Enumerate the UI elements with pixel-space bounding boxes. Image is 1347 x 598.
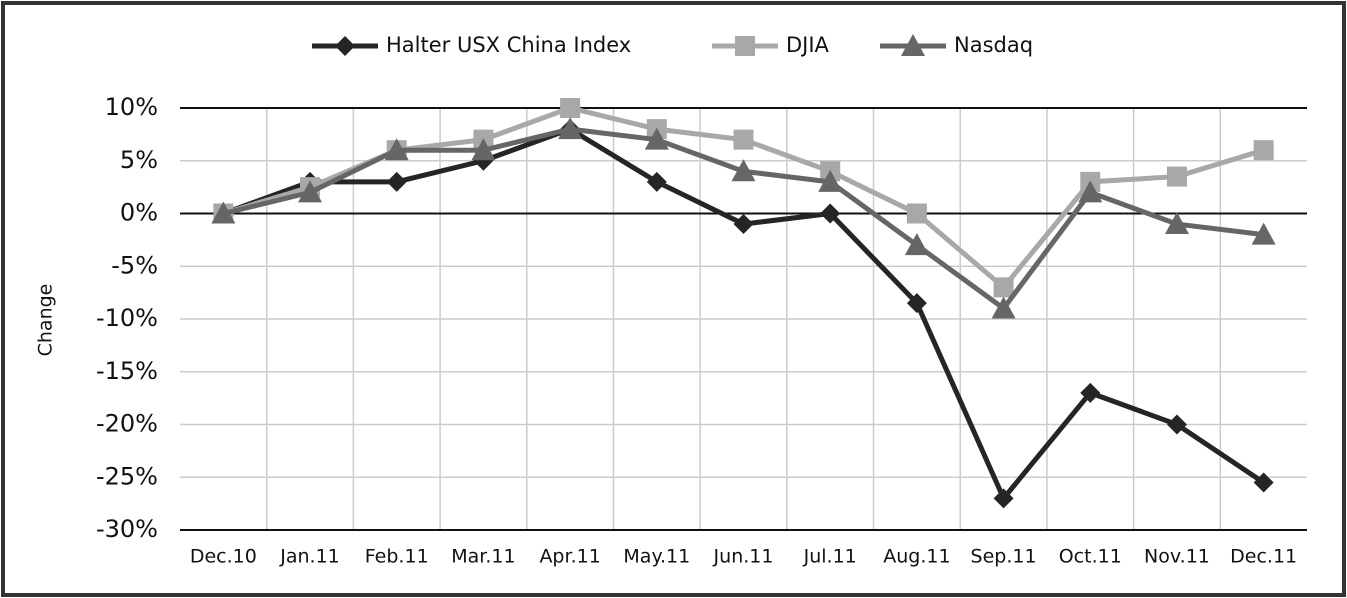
data-point bbox=[731, 159, 756, 182]
x-tick-label: Jan.11 bbox=[279, 546, 340, 568]
data-point bbox=[993, 488, 1014, 509]
legend-marker bbox=[335, 36, 355, 56]
legend-label: Nasdaq bbox=[954, 33, 1033, 57]
x-tick-label: Oct.11 bbox=[1059, 546, 1122, 568]
x-tick-label: Nov.11 bbox=[1144, 546, 1210, 568]
y-tick-label: -10% bbox=[96, 304, 158, 332]
y-tick-label: -20% bbox=[96, 410, 158, 438]
y-tick-label: -15% bbox=[96, 357, 158, 385]
data-point bbox=[818, 169, 843, 192]
x-tick-label: Apr.11 bbox=[539, 546, 600, 568]
x-tick-label: Feb.11 bbox=[365, 546, 429, 568]
x-tick-label: Aug.11 bbox=[883, 546, 950, 568]
y-tick-label: 5% bbox=[120, 146, 158, 174]
data-point bbox=[733, 129, 754, 150]
data-point bbox=[906, 293, 927, 314]
data-point bbox=[1080, 382, 1101, 403]
data-point bbox=[1164, 212, 1189, 235]
x-tick-label: Dec.10 bbox=[190, 546, 257, 568]
data-point bbox=[733, 214, 754, 235]
data-point bbox=[386, 171, 407, 192]
data-point bbox=[993, 277, 1014, 298]
legend-marker bbox=[901, 34, 925, 56]
data-point bbox=[560, 98, 581, 118]
data-point bbox=[1166, 166, 1187, 187]
y-tick-label: 10% bbox=[105, 93, 158, 121]
data-point bbox=[384, 138, 409, 161]
data-point bbox=[1253, 472, 1274, 493]
x-tick-label: Dec.11 bbox=[1230, 546, 1297, 568]
data-point bbox=[1251, 222, 1276, 245]
legend-label: Halter USX China Index bbox=[386, 33, 631, 57]
data-point bbox=[904, 233, 929, 256]
data-point bbox=[471, 138, 496, 161]
data-point bbox=[558, 117, 583, 140]
x-tick-label: Jul.11 bbox=[803, 546, 857, 568]
data-point bbox=[906, 203, 927, 224]
y-tick-label: -5% bbox=[111, 251, 158, 279]
legend-marker bbox=[735, 36, 755, 56]
y-tick-label: -25% bbox=[96, 462, 158, 490]
x-tick-label: Sep.11 bbox=[971, 546, 1037, 568]
data-point bbox=[820, 203, 841, 224]
data-point bbox=[1078, 180, 1103, 203]
data-point bbox=[646, 171, 667, 192]
data-point bbox=[1253, 140, 1274, 161]
x-tick-label: Mar.11 bbox=[451, 546, 515, 568]
data-point bbox=[644, 127, 669, 150]
data-point bbox=[211, 201, 236, 224]
legend-label: DJIA bbox=[786, 33, 830, 57]
y-tick-label: 0% bbox=[120, 199, 158, 227]
x-tick-label: Jun.11 bbox=[713, 546, 774, 568]
x-tick-label: May.11 bbox=[623, 546, 690, 568]
y-tick-label: -30% bbox=[96, 515, 158, 543]
data-point bbox=[298, 180, 323, 203]
data-point bbox=[991, 296, 1016, 319]
data-point bbox=[1166, 414, 1187, 435]
y-axis-label: Change bbox=[35, 284, 57, 357]
